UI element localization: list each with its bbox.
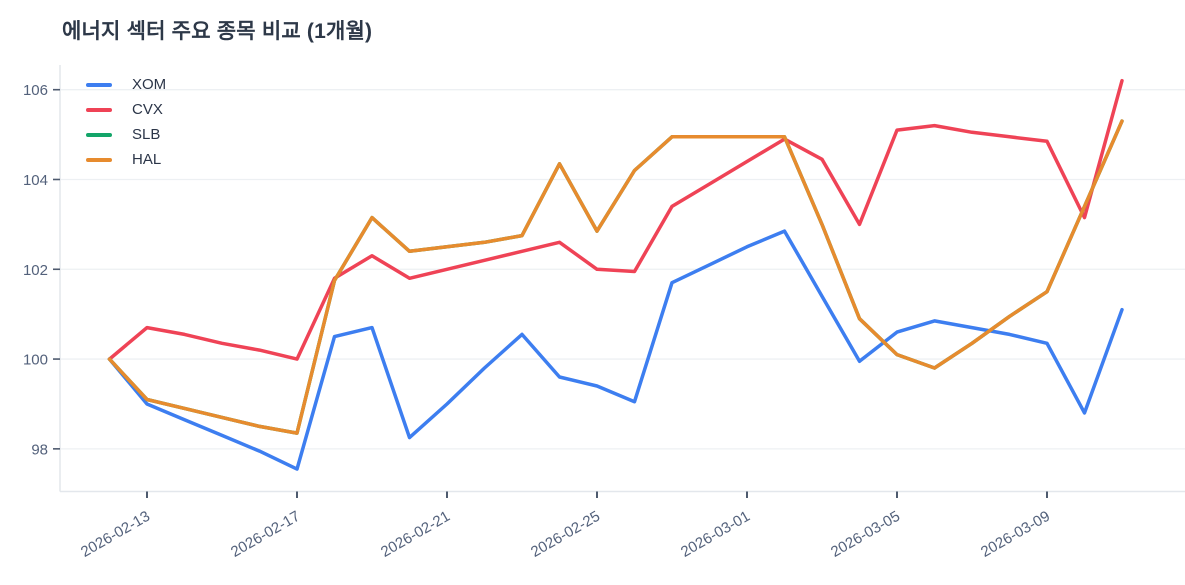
legend-label-cvx: CVX xyxy=(132,101,163,118)
legend-label-slb: SLB xyxy=(132,126,161,143)
chart-title: 에너지 섹터 주요 종목 비교 (1개월) xyxy=(62,20,373,43)
x-axis-label-2026-02-13: 2026-02-13 xyxy=(78,508,153,561)
legend-label-hal: HAL xyxy=(132,151,162,168)
legend-swatch-xom xyxy=(86,82,112,87)
y-axis-label-102: 102 xyxy=(23,262,48,279)
y-axis-label-98: 98 xyxy=(31,441,48,458)
legend-item-hal[interactable]: HAL xyxy=(86,147,166,172)
series-line-hal xyxy=(107,119,1124,435)
legend-swatch-cvx xyxy=(86,107,112,112)
legend-item-cvx[interactable]: CVX xyxy=(86,97,166,122)
legend-swatch-hal xyxy=(86,157,112,162)
x-axis-label-2026-02-17: 2026-02-17 xyxy=(228,508,303,561)
y-axis-label-106: 106 xyxy=(23,82,48,99)
x-axis-label-2026-02-21: 2026-02-21 xyxy=(378,508,453,561)
legend-item-xom[interactable]: XOM xyxy=(86,72,166,97)
series-line-xom xyxy=(107,229,1124,471)
x-axis-label-2026-03-01: 2026-03-01 xyxy=(678,508,753,561)
series-line-cvx xyxy=(107,78,1124,361)
legend-item-slb[interactable]: SLB xyxy=(86,122,166,147)
y-axis-label-104: 104 xyxy=(23,172,48,189)
series-line-slb xyxy=(107,119,1124,435)
y-axis-label-100: 100 xyxy=(23,352,48,369)
legend-label-xom: XOM xyxy=(132,76,167,93)
legend: XOM CVX SLB HAL xyxy=(86,72,166,172)
x-axis-label-2026-03-09: 2026-03-09 xyxy=(978,508,1053,561)
legend-swatch-slb xyxy=(86,132,112,137)
x-axis-label-2026-03-05: 2026-03-05 xyxy=(828,508,903,561)
x-axis-label-2026-02-25: 2026-02-25 xyxy=(528,508,603,561)
